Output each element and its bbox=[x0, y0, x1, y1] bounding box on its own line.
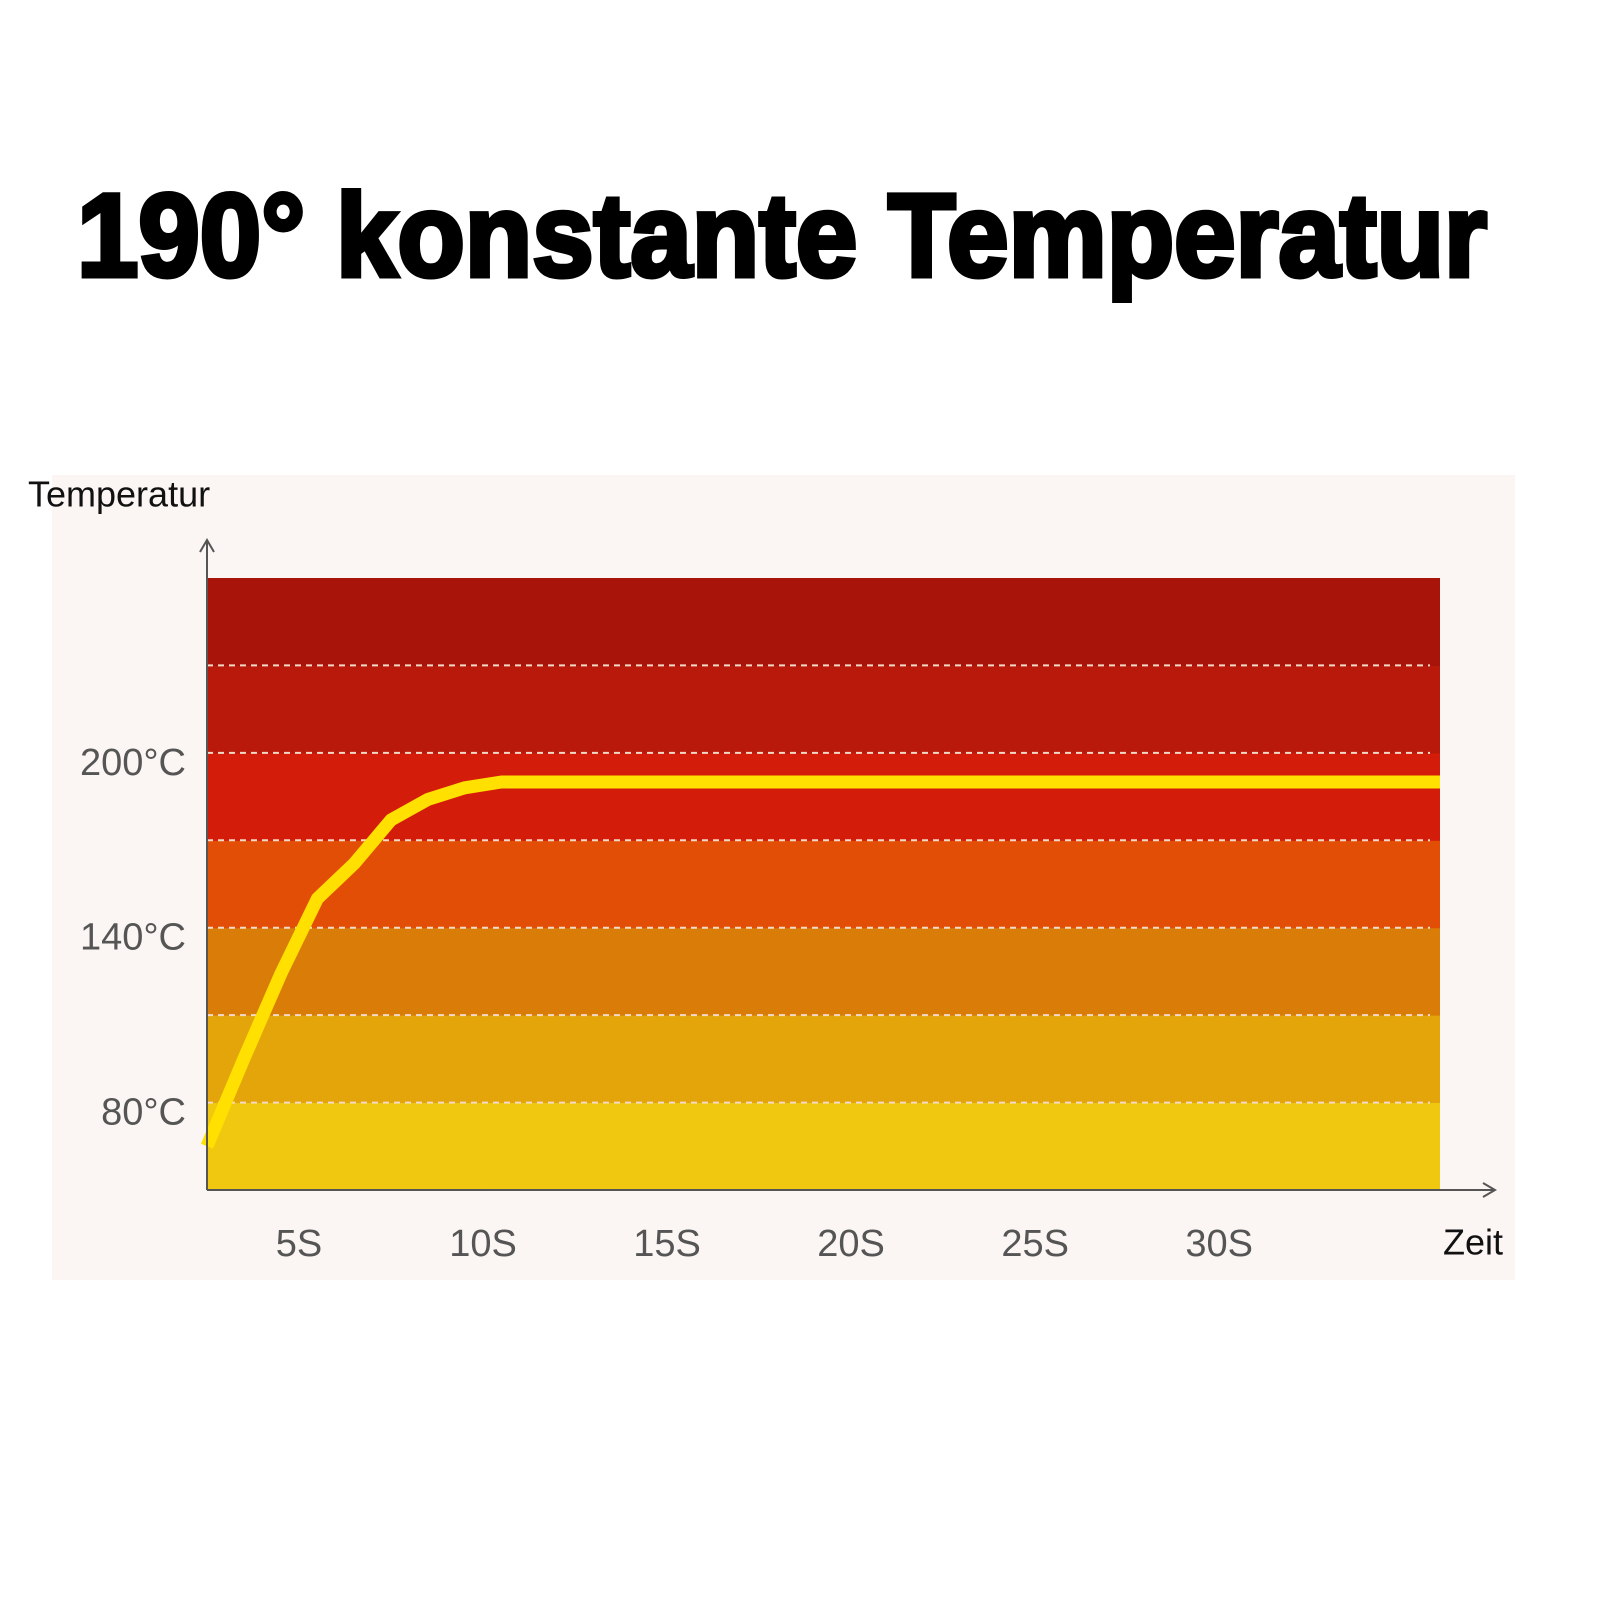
band bbox=[207, 840, 1440, 929]
plot bbox=[201, 775, 1440, 1149]
band bbox=[207, 752, 1440, 841]
x-tick-label: 30S bbox=[1185, 1223, 1253, 1265]
x-tick-label: 25S bbox=[1001, 1223, 1069, 1265]
y-tick-label: 200°C bbox=[80, 742, 186, 784]
bands bbox=[207, 578, 1440, 1191]
y-tick-label: 80°C bbox=[101, 1092, 186, 1134]
band bbox=[207, 1102, 1440, 1191]
x-axis-arrow bbox=[1482, 1182, 1497, 1198]
y-tick-label: 140°C bbox=[80, 917, 186, 959]
x-axis-label: Zeit bbox=[1443, 1222, 1503, 1263]
band bbox=[207, 927, 1440, 1016]
chart-title: 190° konstante Temperatur bbox=[77, 170, 1487, 302]
band bbox=[207, 1015, 1440, 1104]
x-tick-label: 20S bbox=[817, 1223, 885, 1265]
band bbox=[207, 665, 1440, 754]
line-series bbox=[201, 775, 1440, 1149]
x-tick-label: 15S bbox=[633, 1223, 701, 1265]
x-tick-label: 10S bbox=[449, 1223, 517, 1265]
x-tick-label: 5S bbox=[276, 1223, 322, 1265]
y-axis-label: Temperatur bbox=[28, 474, 210, 515]
band bbox=[207, 578, 1440, 666]
y-axis-arrow bbox=[199, 538, 215, 553]
